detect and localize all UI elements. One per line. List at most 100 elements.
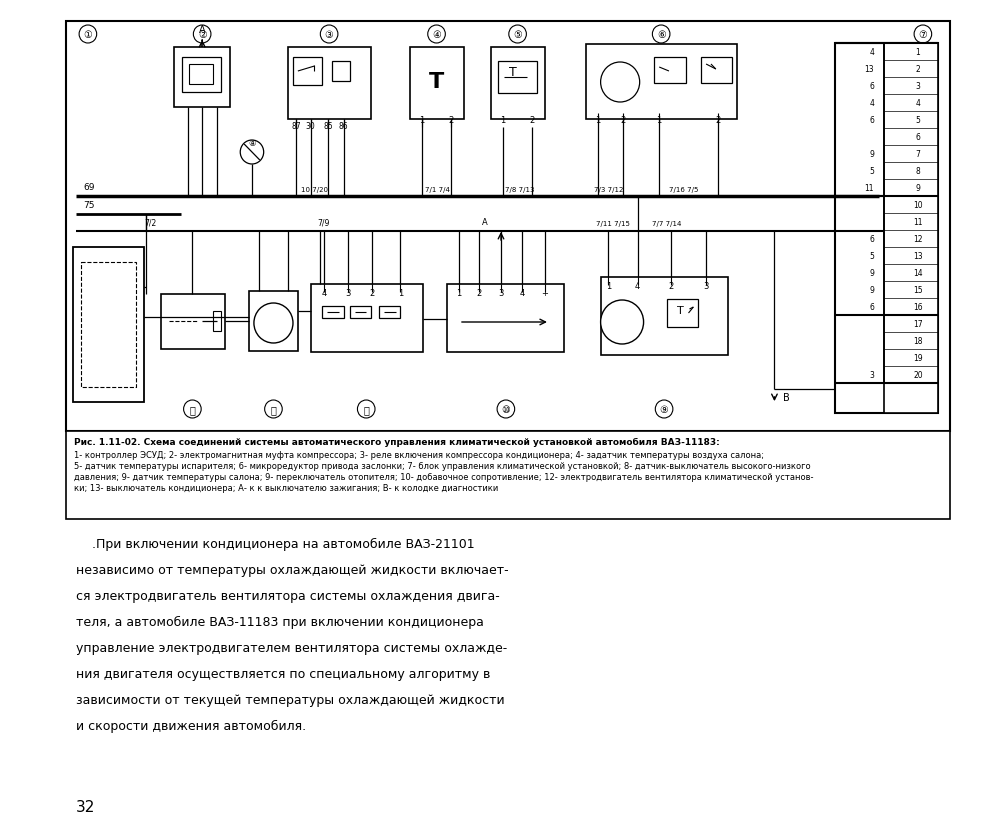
Text: 2: 2 <box>620 115 626 125</box>
Text: 2: 2 <box>369 288 375 297</box>
Text: B: B <box>783 393 790 402</box>
Text: 6: 6 <box>869 116 874 125</box>
Text: 16: 16 <box>913 303 923 312</box>
Text: 69: 69 <box>83 183 95 191</box>
Text: ②: ② <box>198 30 207 40</box>
Text: A: A <box>199 25 205 35</box>
Text: ⑤: ⑤ <box>513 30 522 40</box>
Text: давления; 9- датчик температуры салона; 9- переключатель отопителя; 10- добавочн: давления; 9- датчик температуры салона; … <box>74 472 814 482</box>
Bar <box>491 48 545 120</box>
Text: управление электродвигателем вентилятора системы охлажде-: управление электродвигателем вентилятора… <box>76 641 507 655</box>
Bar <box>81 263 136 388</box>
Text: 9: 9 <box>869 286 874 294</box>
Circle shape <box>652 26 670 44</box>
Text: 1: 1 <box>606 281 611 290</box>
Circle shape <box>655 400 673 419</box>
Text: 6: 6 <box>916 133 920 142</box>
Bar <box>586 45 737 120</box>
Bar <box>293 58 322 86</box>
Text: 10: 10 <box>913 201 923 210</box>
Text: 85: 85 <box>323 121 333 130</box>
Text: 1- контроллер ЭСУД; 2- электромагнитная муфта компрессора; 3- реле включения ком: 1- контроллер ЭСУД; 2- электромагнитная … <box>74 451 764 460</box>
Circle shape <box>914 26 932 44</box>
Text: 75: 75 <box>83 201 95 210</box>
Text: ⑪: ⑪ <box>363 405 369 415</box>
Text: 2: 2 <box>668 281 674 290</box>
Text: 4: 4 <box>635 281 640 290</box>
Text: 1: 1 <box>595 115 600 125</box>
Text: 3: 3 <box>869 370 874 380</box>
Text: 9: 9 <box>869 268 874 278</box>
Text: 4: 4 <box>520 288 525 297</box>
Text: ния двигателя осуществляется по специальному алгоритму в: ния двигателя осуществляется по специаль… <box>76 667 491 681</box>
Text: 3: 3 <box>498 288 504 297</box>
Text: 2: 2 <box>715 115 720 125</box>
Bar <box>447 285 564 353</box>
Text: 5- датчик температуры испарителя; 6- микроредуктор привода заслонки; 7- блок упр: 5- датчик температуры испарителя; 6- мик… <box>74 461 811 471</box>
Text: 1: 1 <box>500 115 506 125</box>
Text: ④: ④ <box>432 30 441 40</box>
Circle shape <box>265 400 282 419</box>
Bar <box>311 285 423 353</box>
Text: ③: ③ <box>325 30 333 40</box>
Bar <box>379 307 400 319</box>
Bar <box>410 48 464 120</box>
Text: ⑨: ⑨ <box>660 405 668 415</box>
Text: независимо от температуры охлаждающей жидкости включает-: независимо от температуры охлаждающей жи… <box>76 563 509 576</box>
Text: 2: 2 <box>476 288 481 297</box>
Text: 86: 86 <box>339 121 349 130</box>
Text: T: T <box>509 65 517 79</box>
Bar <box>701 58 732 84</box>
Text: 7: 7 <box>916 150 920 159</box>
Bar <box>73 247 144 402</box>
Text: 4: 4 <box>916 99 920 108</box>
Text: 5: 5 <box>869 252 874 261</box>
Text: 6: 6 <box>869 82 874 91</box>
Text: T: T <box>429 72 444 92</box>
Text: 7/3 7/12: 7/3 7/12 <box>594 186 623 193</box>
Text: теля, а автомобиле ВАЗ-11183 при включении кондиционера: теля, а автомобиле ВАЗ-11183 при включен… <box>76 615 484 629</box>
Circle shape <box>254 303 293 344</box>
Text: 6: 6 <box>869 303 874 312</box>
Text: 11: 11 <box>913 217 923 227</box>
Text: ⑧: ⑧ <box>248 138 256 147</box>
Text: зависимости от текущей температуры охлаждающей жидкости: зависимости от текущей температуры охлаж… <box>76 693 505 706</box>
Bar <box>66 22 950 431</box>
Text: ⑩: ⑩ <box>502 405 510 415</box>
Bar <box>601 278 728 355</box>
Bar <box>332 62 350 82</box>
Bar <box>350 307 371 319</box>
Text: .При включении кондиционера на автомобиле ВАЗ-21101: .При включении кондиционера на автомобил… <box>76 538 475 550</box>
Text: 11: 11 <box>865 184 874 193</box>
Text: ⑫: ⑫ <box>271 405 276 415</box>
Circle shape <box>428 26 445 44</box>
Text: 2: 2 <box>916 65 920 74</box>
Circle shape <box>357 400 375 419</box>
Text: 7/2: 7/2 <box>145 217 157 227</box>
Text: ки; 13- выключатель кондиционера; А- к к выключателю зажигания; В- к колодке диа: ки; 13- выключатель кондиционера; А- к к… <box>74 483 498 492</box>
Text: 4: 4 <box>322 288 327 297</box>
Text: 19: 19 <box>913 354 923 363</box>
Text: 30: 30 <box>306 121 315 130</box>
Text: ⑬: ⑬ <box>189 405 195 415</box>
Bar <box>213 312 221 332</box>
Bar <box>189 65 213 85</box>
Text: 7/8 7/13: 7/8 7/13 <box>505 186 534 193</box>
Circle shape <box>601 301 644 344</box>
Text: 1: 1 <box>456 288 462 297</box>
Text: 3: 3 <box>703 281 709 290</box>
Text: 4: 4 <box>869 99 874 108</box>
Text: 12: 12 <box>913 235 923 244</box>
Text: 1: 1 <box>398 288 403 297</box>
Text: 1: 1 <box>657 115 662 125</box>
Bar <box>161 294 225 349</box>
Text: A: A <box>481 217 487 227</box>
Text: 5: 5 <box>916 116 920 125</box>
Bar <box>182 58 221 93</box>
Text: 1: 1 <box>916 48 920 57</box>
Circle shape <box>601 63 640 103</box>
Text: 3: 3 <box>916 82 920 91</box>
Text: 3: 3 <box>345 288 350 297</box>
Text: 13: 13 <box>864 65 874 74</box>
Text: ся электродвигатель вентилятора системы охлаждения двига-: ся электродвигатель вентилятора системы … <box>76 589 500 602</box>
